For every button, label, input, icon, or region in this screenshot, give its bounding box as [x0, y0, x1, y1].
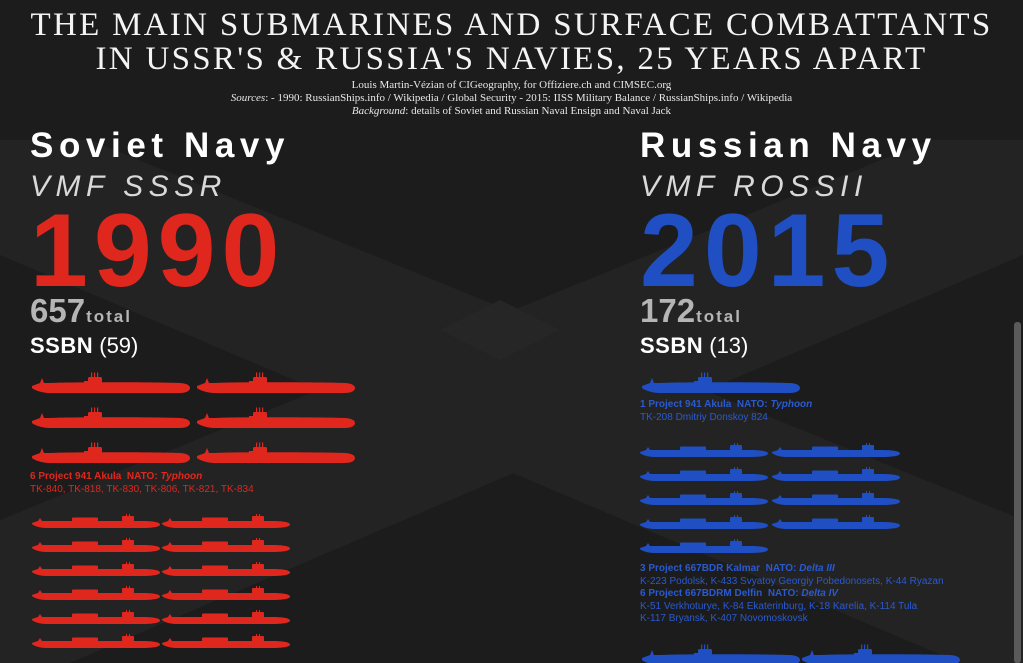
russian-delfin-hulls-1: K-51 Verkhoturye, K-84 Ekaterinburg, K-1… [640, 600, 918, 612]
russian-kalmar-class: 3 Project 667BDR Kalmar [640, 563, 761, 574]
delta-submarine-icon [32, 514, 160, 528]
soviet-category-count: (59) [99, 333, 139, 358]
sources-line: Sources: - 1990: RussianShips.info / Wik… [0, 92, 1023, 105]
soviet-category-name: SSBN [30, 333, 94, 358]
russian-kalmar-nato: Delta III [799, 563, 835, 574]
soviet-navy-alias: VMF SSSR [30, 170, 227, 203]
delta-submarine-icon [162, 538, 290, 552]
delta-submarine-icon [640, 515, 768, 529]
background-text: : details of Soviet and Russian Naval En… [405, 105, 672, 117]
delta-submarine-icon [32, 562, 160, 576]
russian-kalmar-hulls: K-223 Podolsk, K-433 Svyatoy Georgiy Pob… [640, 575, 944, 587]
background-note: Background: details of Soviet and Russia… [0, 105, 1023, 118]
soviet-total-number: 657 [30, 292, 86, 329]
soviet-total: 657total [30, 294, 450, 333]
russian-category: SSBN (13) [640, 333, 1010, 359]
delta-submarine-icon [640, 539, 768, 553]
credit-line: Louis Martin-Vézian of CIGeography, for … [351, 79, 672, 91]
russian-category-count: (13) [709, 333, 749, 358]
delta-submarine-icon [162, 610, 290, 624]
delta-submarine-icon [772, 443, 900, 457]
soviet-akula-nato: Typhoon [160, 471, 203, 482]
russian-next-class-icons [640, 644, 960, 663]
typhoon-submarine-icon [197, 442, 355, 463]
russian-akula-hulls: TK-208 Dmitriy Donskoy 824 [640, 411, 768, 423]
delta-submarine-icon [32, 610, 160, 624]
russian-kalmar-nato-label: NATO: [765, 563, 797, 574]
russian-navy-panel: Russian Navy VMF ROSSII 2015 172total SS… [640, 124, 1010, 359]
submarine-icon [802, 644, 960, 663]
soviet-akula-caption: 6 Project 941 Akula NATO: Typhoon TK-840… [30, 471, 254, 496]
russian-delfin-nato: Delta IV [801, 588, 839, 599]
russian-navy-name: Russian Navy [640, 126, 937, 165]
delta-submarine-icon [772, 515, 900, 529]
delta-submarine-icon [772, 491, 900, 505]
typhoon-submarine-icon [32, 372, 190, 393]
delta-submarine-icon [640, 491, 768, 505]
russian-akula-nato-label: NATO: [736, 399, 768, 410]
delta-submarine-icon [772, 467, 900, 481]
typhoon-submarine-icon [32, 407, 190, 428]
russian-typhoon-icons [640, 372, 805, 398]
russian-navy-alias: VMF ROSSII [640, 170, 868, 203]
delta-submarine-icon [162, 562, 290, 576]
delta-submarine-icon [162, 586, 290, 600]
soviet-navy-panel: Soviet Navy VMF SSSR 1990 657total SSBN … [30, 124, 450, 359]
title-line-1: THE MAIN SUBMARINES AND SURFACE COMBATTA… [30, 7, 993, 43]
delta-submarine-icon [32, 634, 160, 648]
soviet-akula-hulls: TK-840, TK-818, TK-830, TK-806, TK-821, … [30, 483, 254, 495]
soviet-akula-class-line: 6 Project 941 Akula NATO: Typhoon [30, 471, 254, 484]
title-line-2: IN USSR'S & RUSSIA'S NAVIES, 25 YEARS AP… [95, 41, 928, 77]
russian-delta-caption: 3 Project 667BDR Kalmar NATO: Delta III … [640, 563, 944, 626]
russian-akula-class: 1 Project 941 Akula [640, 399, 732, 410]
russian-akula-class-line: 1 Project 941 Akula NATO: Typhoon [640, 399, 812, 412]
delta-submarine-icon [640, 443, 768, 457]
background-label: Background [351, 105, 406, 117]
russian-category-name: SSBN [640, 333, 704, 358]
russian-delfin-nato-label: NATO: [767, 588, 799, 599]
russian-akula-nato: Typhoon [770, 399, 813, 410]
russian-delfin-hulls-2: K-117 Bryansk, K-407 Novomoskovsk [640, 613, 808, 624]
russian-total-label: total [696, 307, 742, 326]
delta-submarine-icon [32, 586, 160, 600]
soviet-delta-icons [32, 514, 292, 650]
russian-delfin-class-line: 6 Project 667BDRM Delfin NATO: Delta IV [640, 588, 944, 601]
russian-kalmar-class-line: 3 Project 667BDR Kalmar NATO: Delta III [640, 563, 944, 576]
delta-submarine-icon [162, 514, 290, 528]
typhoon-submarine-icon [32, 442, 190, 463]
russian-total: 172total [640, 294, 1010, 333]
russian-total-number: 172 [640, 292, 696, 329]
soviet-navy-name: Soviet Navy [30, 126, 291, 165]
soviet-total-label: total [86, 307, 132, 326]
russian-delta-icons [640, 443, 904, 555]
submarine-icon [642, 644, 800, 663]
sources-label: Sources [230, 92, 266, 104]
sources-text: : - 1990: RussianShips.info / Wikipedia … [265, 92, 793, 104]
soviet-category: SSBN (59) [30, 333, 450, 359]
russian-akula-caption: 1 Project 941 Akula NATO: Typhoon TK-208… [640, 399, 812, 424]
russian-delfin-class: 6 Project 667BDRM Delfin [640, 588, 763, 599]
typhoon-submarine-icon [197, 372, 355, 393]
vertical-scrollbar[interactable] [1014, 322, 1021, 663]
delta-submarine-icon [640, 467, 768, 481]
infographic-header: THE MAIN SUBMARINES AND SURFACE COMBATTA… [0, 0, 1023, 118]
delta-submarine-icon [162, 634, 290, 648]
typhoon-submarine-icon [642, 372, 800, 393]
soviet-year: 1990 [30, 193, 286, 309]
typhoon-submarine-icon [197, 407, 355, 428]
soviet-akula-nato-label: NATO: [126, 471, 158, 482]
soviet-typhoon-icons [30, 372, 360, 468]
delta-submarine-icon [32, 538, 160, 552]
russian-year: 2015 [640, 193, 896, 309]
soviet-akula-class: 6 Project 941 Akula [30, 471, 122, 482]
